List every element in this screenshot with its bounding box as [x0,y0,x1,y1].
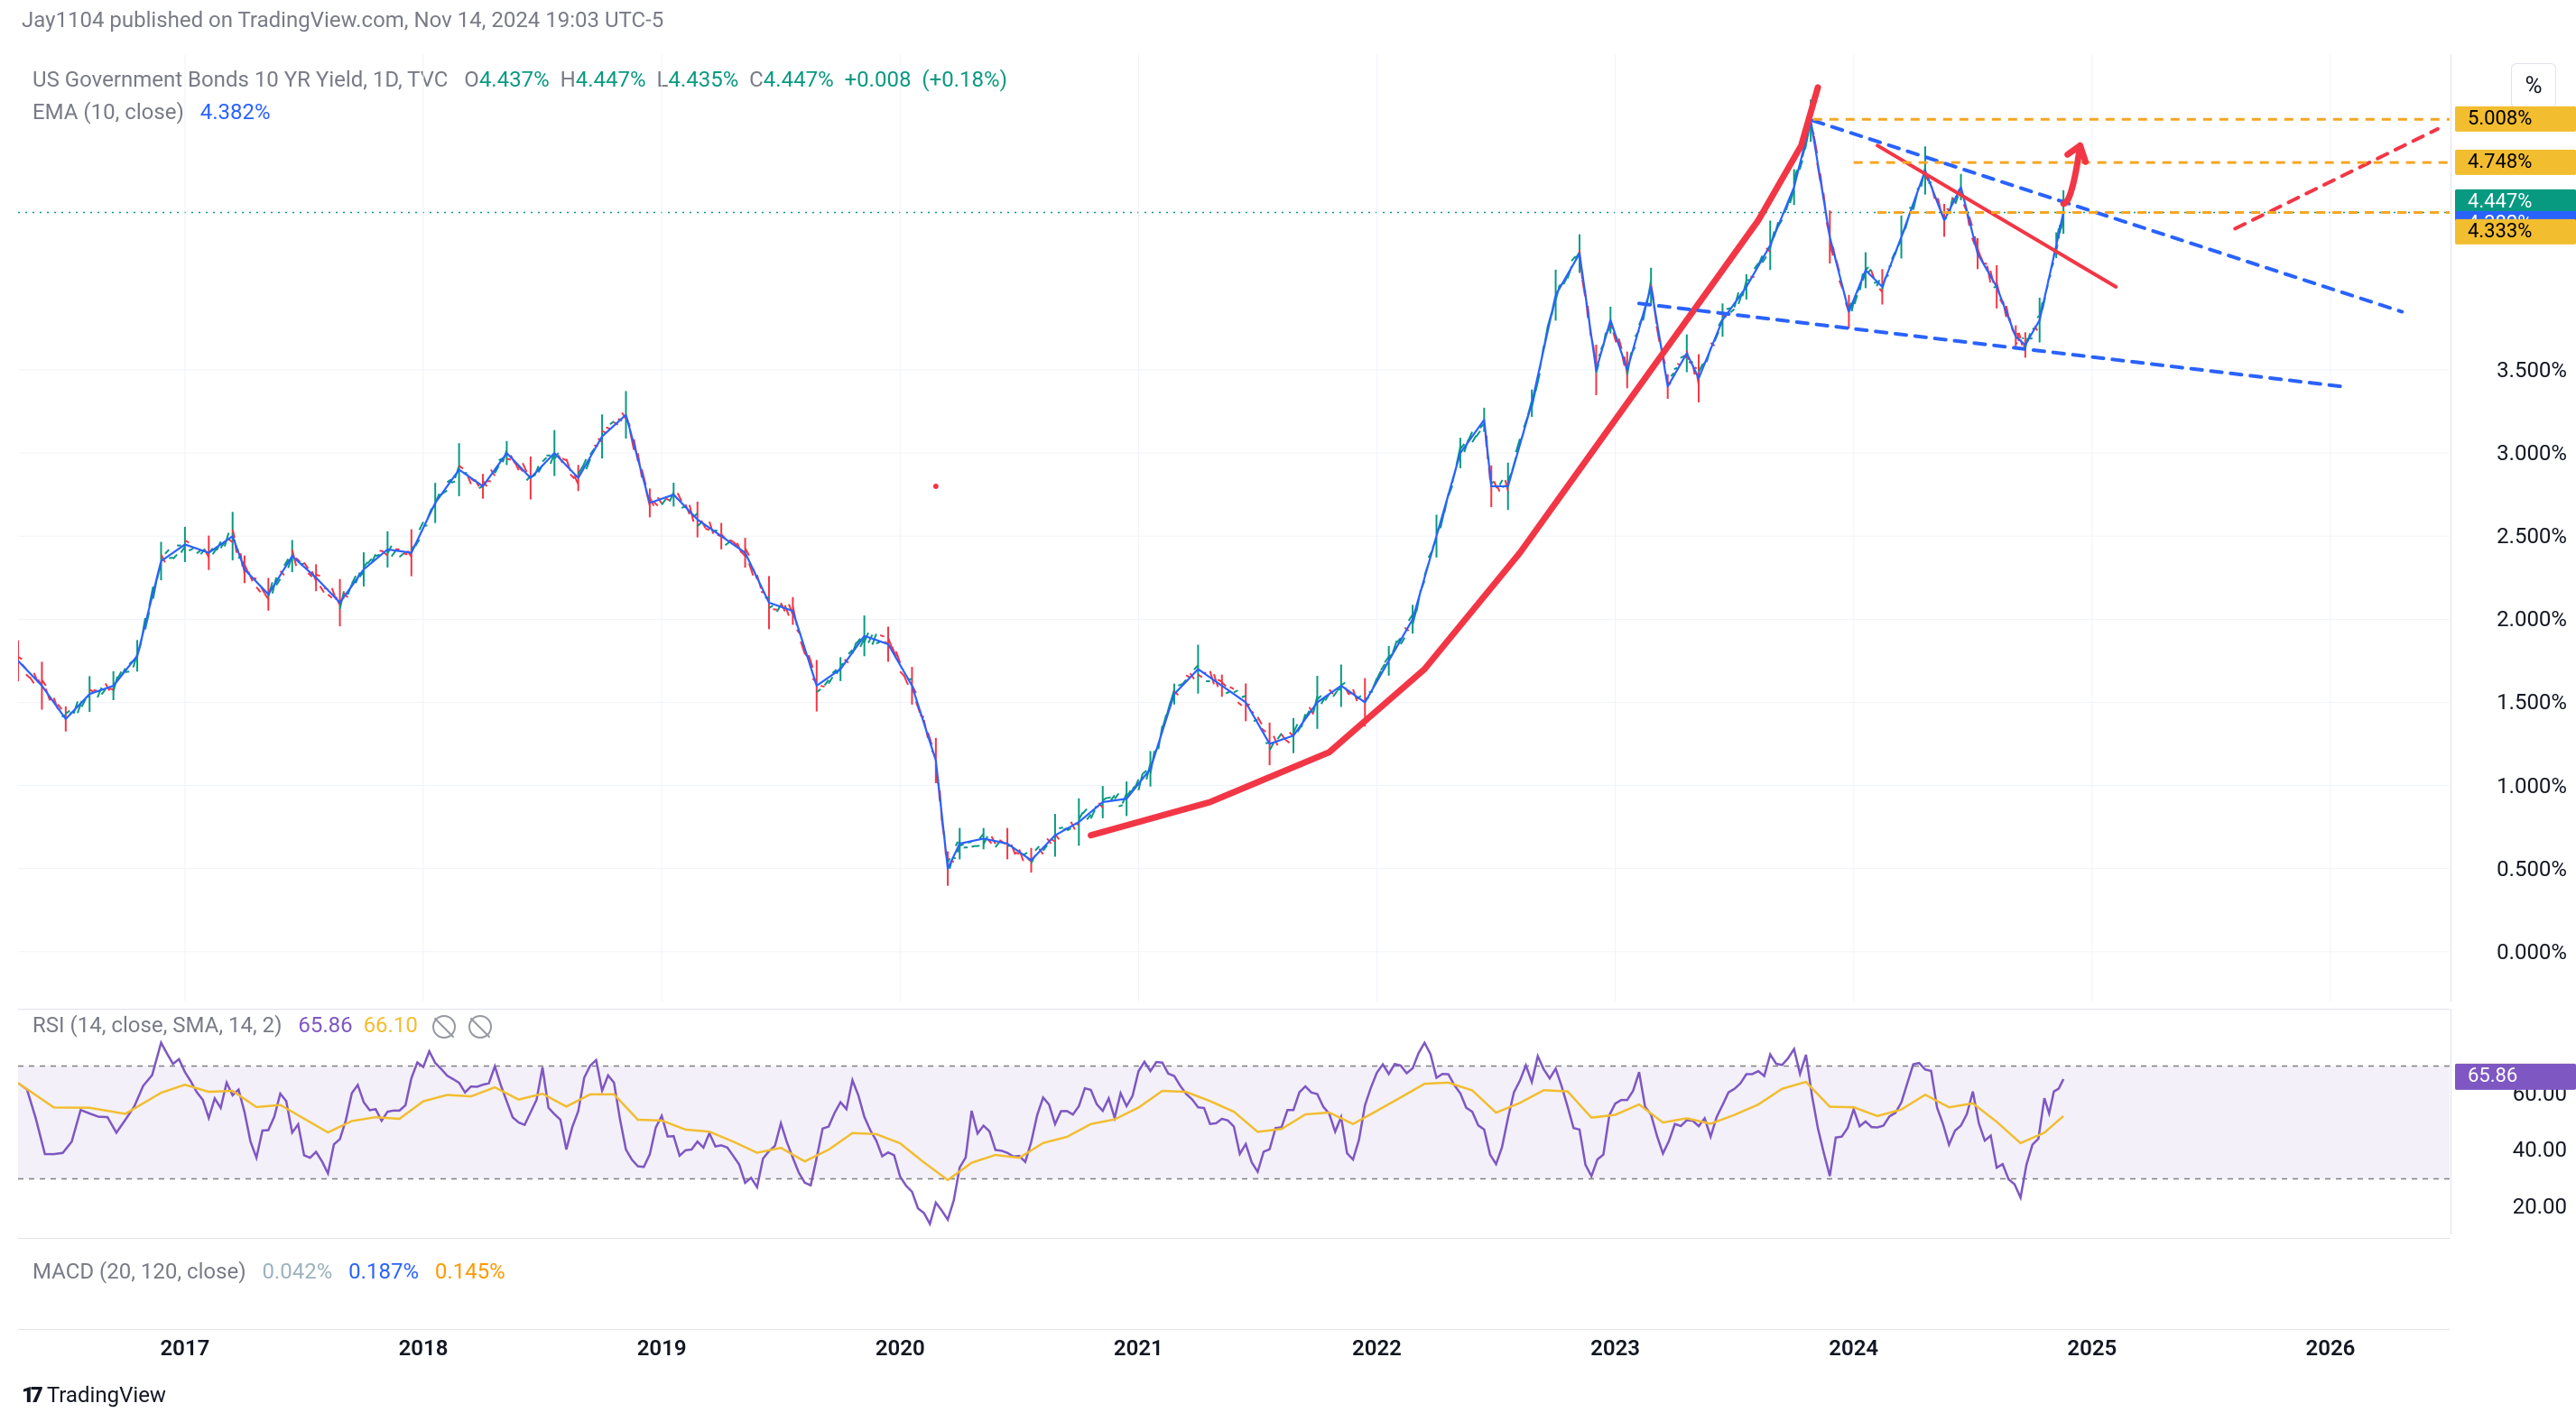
rsi-y-axis[interactable]: 20.0040.0060.0066.1065.86 [2451,1009,2576,1234]
price-y-axis[interactable]: 0.000% 0.500% 1.000% 1.500% 2.000% 2.500% 3.00… [2451,54,2576,1002]
hide-icon[interactable] [432,1015,456,1039]
price-axis-label: 4.333% [2455,218,2576,244]
hide-icon[interactable] [468,1015,492,1039]
x-tick: 2024 [1829,1335,1878,1361]
y-tick: 2.500% [2497,523,2567,549]
rsi-y-tick: 40.00 [2513,1137,2567,1162]
tradingview-logo-icon: 17 [22,1382,40,1408]
publish-info: Jay1104 published on TradingView.com, No… [22,7,663,32]
macd-v2: 0.187% [348,1259,419,1284]
time-axis[interactable]: 2017 2018 2019 2020 2021 2022 2023 2024 2025 2026 [18,1329,2450,1366]
price-axis-label: 5.008% [2455,106,2576,132]
rsi-v2: 66.10 [364,1012,418,1038]
x-tick: 2019 [637,1335,687,1361]
price-axis-label: 4.748% [2455,150,2576,175]
y-tick: 0.000% [2497,939,2567,965]
y-tick: 2.000% [2497,606,2567,632]
macd-legend: MACD (20, 120, close) 0.042% 0.187% 0.14… [32,1259,505,1284]
y-tick: 3.000% [2497,440,2567,466]
x-tick: 2020 [876,1335,925,1361]
rsi-label[interactable]: RSI (14, close, SMA, 14, 2) [32,1012,283,1038]
macd-v1: 0.042% [262,1259,332,1284]
x-tick: 2022 [1352,1335,1402,1361]
macd-label[interactable]: MACD (20, 120, close) [32,1259,246,1284]
y-tick: 1.000% [2497,773,2567,799]
rsi-axis-label: 65.86 [2455,1064,2576,1089]
price-chart-pane[interactable] [18,54,2450,1002]
y-tick: 3.500% [2497,357,2567,383]
x-tick: 2018 [399,1335,449,1361]
watermark: 17TradingView [22,1382,166,1408]
rsi-y-tick: 20.00 [2513,1194,2567,1219]
rsi-pane[interactable] [18,1009,2450,1235]
x-tick: 2026 [2306,1335,2356,1361]
x-tick: 2023 [1590,1335,1640,1361]
y-tick: 0.500% [2497,856,2567,882]
rsi-legend: RSI (14, close, SMA, 14, 2) 65.86 66.10 [32,1012,496,1039]
macd-v3: 0.145% [435,1259,505,1284]
x-tick: 2025 [2067,1335,2117,1361]
rsi-v1: 65.86 [298,1012,352,1038]
x-tick: 2021 [1114,1335,1163,1361]
x-tick: 2017 [160,1335,209,1361]
y-tick: 1.500% [2497,689,2567,715]
